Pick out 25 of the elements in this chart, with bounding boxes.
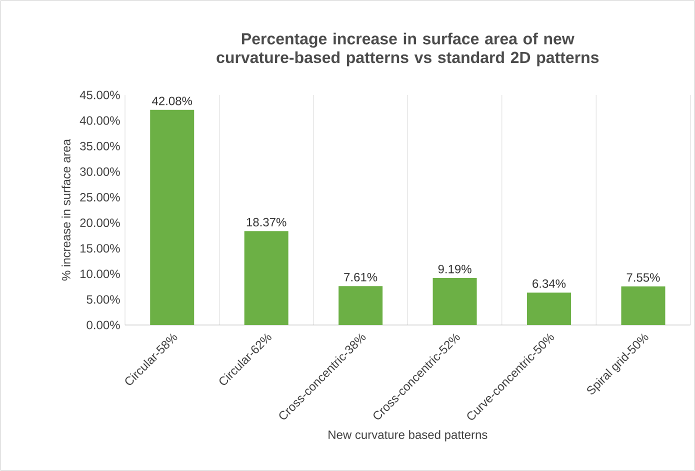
y-tick-label: 10.00% xyxy=(80,270,120,278)
bar xyxy=(621,286,666,325)
y-tick-label: 5.00% xyxy=(86,295,120,304)
y-tick-label: 25.00% xyxy=(80,192,120,202)
data-label: 9.19% xyxy=(438,264,472,274)
bar xyxy=(338,286,383,325)
x-axis-title: New curvature based patterns xyxy=(328,430,488,442)
y-tick-label: 15.00% xyxy=(80,244,120,253)
y-axis-title: % increase in surface area xyxy=(62,138,70,281)
bar xyxy=(432,278,477,325)
y-tick-label: 40.00% xyxy=(80,116,120,125)
y-tick-label: 35.00% xyxy=(80,142,120,150)
chart-title: Percentage increase in surface area of new curvature-based patterns vs standard 2D patterns xyxy=(216,32,599,66)
y-tick-label: 30.00% xyxy=(80,167,120,176)
data-label: 7.61% xyxy=(344,272,378,282)
bar xyxy=(150,110,194,325)
y-tick-label: 20.00% xyxy=(80,218,120,228)
data-label: 18.37% xyxy=(246,218,286,226)
data-label: 7.55% xyxy=(626,273,660,282)
bar xyxy=(527,292,572,325)
bar xyxy=(244,231,288,325)
y-tick-label: 0.00% xyxy=(86,320,120,330)
data-label: 42.08% xyxy=(152,96,192,106)
y-tick-label: 45.00% xyxy=(80,90,120,100)
data-label: 6.34% xyxy=(532,279,566,288)
